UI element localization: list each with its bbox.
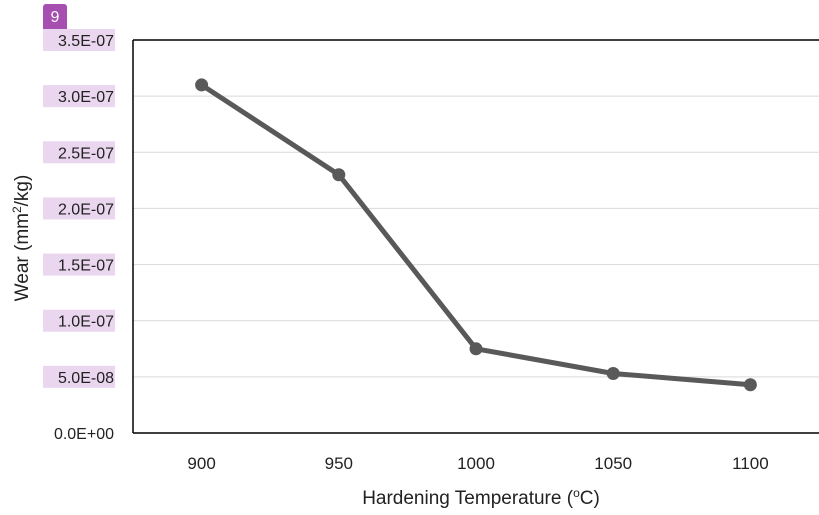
x-tick-label: 1050 bbox=[594, 454, 632, 473]
y-tick-highlight bbox=[43, 141, 115, 164]
y-tick-label: 1.5E-07 bbox=[58, 258, 114, 275]
x-tick-label: 1100 bbox=[732, 454, 769, 473]
x-tick-labels: 900 950 1000 1050 1100 bbox=[187, 454, 768, 473]
axes bbox=[132, 39, 819, 434]
series-group bbox=[195, 78, 757, 392]
gridlines bbox=[133, 39, 819, 378]
data-point bbox=[195, 78, 209, 92]
y-tick-label: 1.0E-07 bbox=[58, 314, 114, 331]
data-point bbox=[743, 378, 757, 392]
y-tick-label: 2.5E-07 bbox=[58, 145, 114, 162]
y-tick-label: 2.0E-07 bbox=[58, 201, 114, 218]
y-tick-highlight bbox=[43, 309, 115, 332]
y-axis-title: Wear (mm2/kg) bbox=[10, 175, 33, 302]
x-axis-title: Hardening Temperature (oC) bbox=[362, 486, 600, 509]
y-tick-highlight bbox=[43, 365, 115, 388]
y-tick-highlight bbox=[43, 85, 115, 108]
data-point bbox=[469, 342, 483, 356]
y-tick-label: 5.0E-08 bbox=[58, 370, 114, 387]
y-tick-highlight bbox=[43, 29, 115, 51]
figure-marker-badge: 9 bbox=[43, 4, 67, 32]
data-point bbox=[606, 366, 620, 380]
y-tick-label: 3.0E-07 bbox=[58, 89, 114, 106]
y-tick-highlight bbox=[43, 253, 115, 276]
x-tick-label: 950 bbox=[325, 454, 353, 473]
y-tick-highlight bbox=[43, 197, 115, 220]
y-tick-label: 0.0E+00 bbox=[54, 426, 114, 443]
x-tick-label: 1000 bbox=[457, 454, 495, 473]
x-tick-label: 900 bbox=[187, 454, 215, 473]
series-line bbox=[199, 82, 753, 388]
data-point bbox=[332, 168, 346, 182]
y-tick-labels: 0.0E+00 5.0E-08 1.0E-07 1.5E-07 2.0E-07 2.5E-… bbox=[54, 33, 114, 443]
y-tick-label: 3.5E-07 bbox=[58, 33, 114, 50]
y-tick-highlights bbox=[43, 29, 115, 388]
